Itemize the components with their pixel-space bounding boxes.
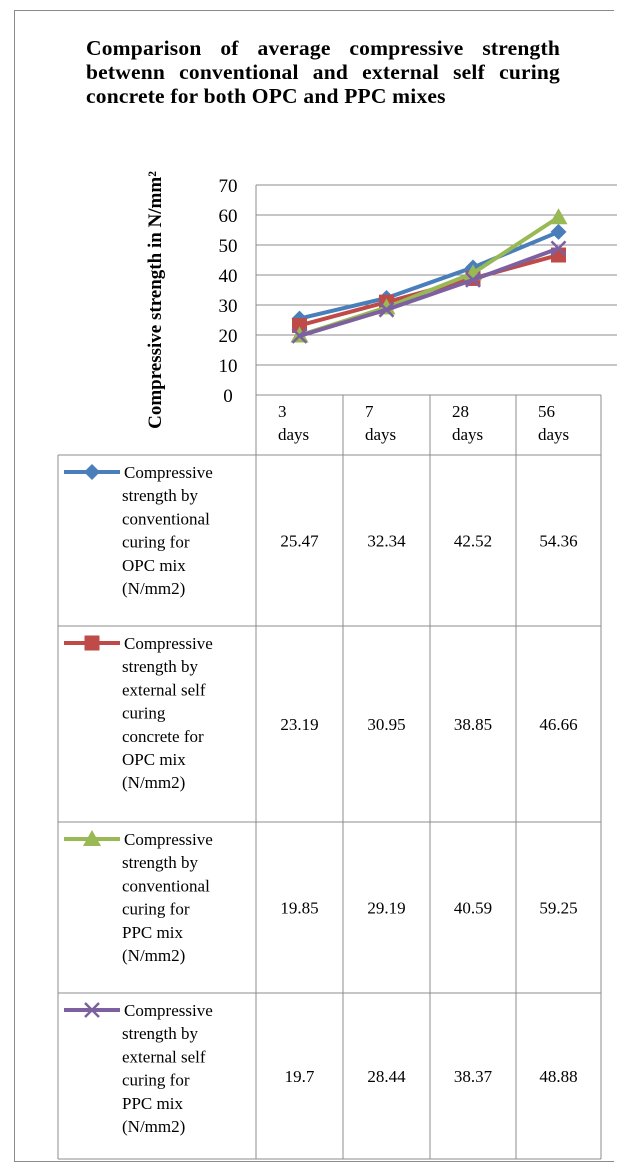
data-table-value: 40.59 <box>454 899 492 918</box>
data-table-value: 48.88 <box>539 1067 577 1086</box>
series-name-line: OPC mix <box>122 556 186 575</box>
data-table-value: 46.66 <box>539 715 577 734</box>
data-table-value: 38.85 <box>454 715 492 734</box>
series-name-line: strength by <box>122 853 199 872</box>
x-category-label: 56 days <box>538 402 569 444</box>
series-name-line: curing for <box>122 900 190 919</box>
data-table-value: 19.85 <box>280 899 318 918</box>
data-point <box>465 272 481 288</box>
series-name-line: conventional <box>122 509 210 528</box>
series-name-line: Compressive <box>124 463 213 482</box>
data-point <box>550 240 567 257</box>
data-point <box>378 301 395 318</box>
series-name-line: conventional <box>122 876 210 895</box>
series-name-line: Compressive <box>124 634 213 653</box>
x-category-label: 7 days <box>365 402 396 444</box>
data-table-value: 30.95 <box>367 715 405 734</box>
data-table-value: 32.34 <box>367 532 406 551</box>
y-tick-label: 20 <box>219 326 238 347</box>
series-name-line: external self <box>122 680 206 699</box>
chart-title: Comparison of average compressive streng… <box>86 36 560 108</box>
y-tick-label: 10 <box>219 356 238 377</box>
data-point <box>550 223 567 240</box>
series-name-line: PPC mix <box>122 923 183 942</box>
data-table-value: 25.47 <box>280 532 319 551</box>
data-point <box>549 208 568 225</box>
data-table-value: 29.19 <box>367 899 405 918</box>
data-table-value: 19.7 <box>285 1067 315 1086</box>
series-name-line: Compressive <box>124 1001 213 1020</box>
series-name-line: external self <box>122 1047 206 1066</box>
legend-key-marker <box>84 1002 100 1018</box>
y-tick-label: 40 <box>219 266 238 287</box>
series-name-line: curing for <box>122 533 190 552</box>
y-tick-label: 60 <box>219 206 238 227</box>
y-tick-label: 0 <box>223 386 233 407</box>
series-name-line: curing for <box>122 1071 190 1090</box>
data-table-value: 42.52 <box>454 532 492 551</box>
series-name-line: concrete for <box>122 727 204 746</box>
series-name-line: strength by <box>122 657 199 676</box>
series-name-line: (N/mm2) <box>122 773 185 792</box>
y-tick-label: 30 <box>219 296 238 317</box>
series-line <box>299 230 560 321</box>
series-name-line: (N/mm2) <box>122 1117 185 1136</box>
y-tick-label: 70 <box>219 176 238 197</box>
y-tick-label: 50 <box>219 236 238 257</box>
x-category-label: 28 days <box>452 402 483 444</box>
chart-frame <box>14 10 614 1162</box>
data-table-value: 28.44 <box>367 1067 406 1086</box>
series-name-line: Compressive <box>124 830 213 849</box>
series-name-line: PPC mix <box>122 1094 183 1113</box>
series-name-line: (N/mm2) <box>122 579 185 598</box>
x-category-label: 3 days <box>278 402 309 444</box>
series-name-line: strength by <box>122 1024 199 1043</box>
series-name-line: curing <box>122 704 166 723</box>
legend-key-marker <box>84 464 100 480</box>
data-table-value: 38.37 <box>454 1067 493 1086</box>
legend-key-marker <box>84 635 100 651</box>
data-table-value: 54.36 <box>539 532 577 551</box>
legend-key-marker <box>83 830 101 846</box>
series-name-line: OPC mix <box>122 750 186 769</box>
series-line <box>298 246 560 338</box>
series-line <box>298 215 560 338</box>
data-point <box>292 317 307 333</box>
data-point <box>291 328 308 344</box>
series-name-line: strength by <box>122 486 199 505</box>
data-table-value: 23.19 <box>280 715 318 734</box>
data-table-value: 59.25 <box>539 899 577 918</box>
series-name-line: (N/mm2) <box>122 946 185 965</box>
